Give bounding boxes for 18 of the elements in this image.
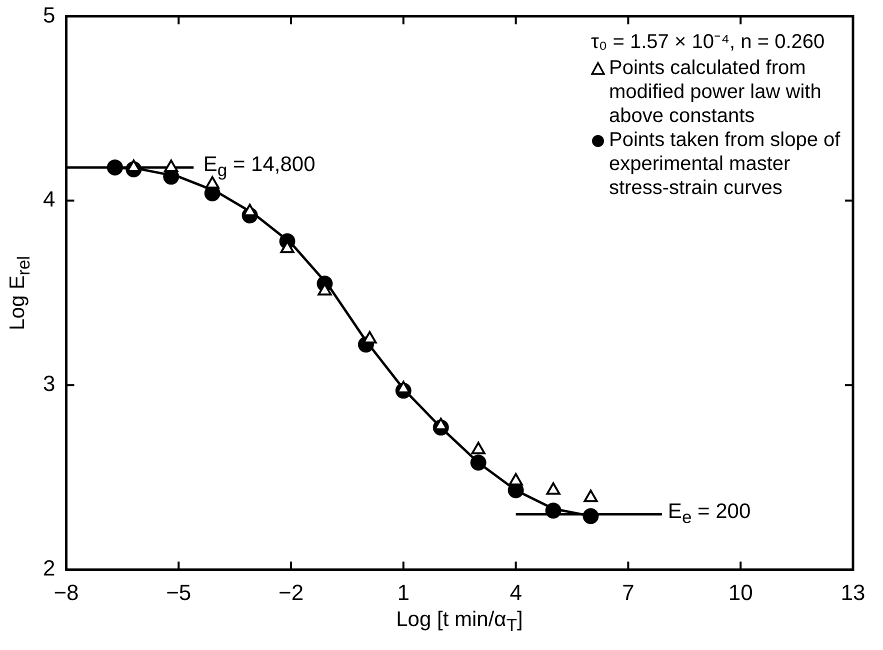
y-tick-label: 5 [42,2,56,28]
x-tick-label: 4 [510,580,522,605]
x-tick-label: −5 [166,580,192,605]
x-tick-label: 1 [397,580,410,605]
legend-label: Points taken from slope of experimental master stress-strain curves [609,128,841,200]
legend-title: τ₀ = 1.57 × 10⁻⁴, n = 0.260 [591,30,826,54]
y-tick-label: 3 [42,371,56,396]
y-tick-label: 4 [42,186,56,212]
legend-label: Points calculated from modified power law with above constants [609,56,822,128]
x-tick-label: 13 [840,580,866,605]
x-axis-title: Log [t min/α$_{T}$] [396,608,523,636]
annotation: E$_{g}$ = 14,800 [203,153,316,182]
y-tick-label: 2 [42,556,56,581]
annotation: E$_{e}$ = 200 [668,500,751,528]
x-tick-label: 7 [622,580,634,605]
x-tick-label: −2 [278,580,304,605]
x-tick-label: −8 [54,580,79,605]
x-tick-label: 10 [728,580,753,605]
